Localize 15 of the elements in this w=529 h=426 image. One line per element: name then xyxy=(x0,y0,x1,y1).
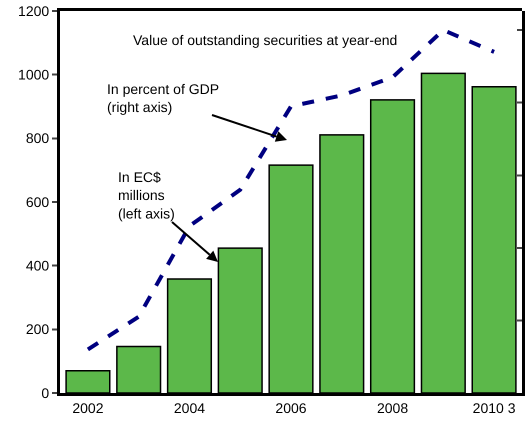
y-tick-label: 200 xyxy=(26,321,50,338)
x-tick-label: 2002 xyxy=(72,400,104,416)
text: Value of outstanding securities at year-end xyxy=(133,32,398,48)
annotation: In EC$ millions (left axis) xyxy=(118,169,175,222)
y-tick-label: 1000 xyxy=(18,66,50,83)
y-tick-label: 400 xyxy=(26,258,50,274)
x-tick-label: 2006 xyxy=(275,400,307,416)
y-tick-label: 1200 xyxy=(18,2,50,19)
y-tick-label: 0 xyxy=(41,384,50,401)
x-tick-label: 2004 xyxy=(174,400,206,416)
y-tick-label: 600 xyxy=(26,194,50,210)
annotation: In percent of GDP (right axis) xyxy=(107,81,220,116)
x-tick-label: 2008 xyxy=(376,400,408,416)
x-tick-label: 2010 3 xyxy=(472,400,516,416)
y-tick-label: 800 xyxy=(26,130,50,146)
